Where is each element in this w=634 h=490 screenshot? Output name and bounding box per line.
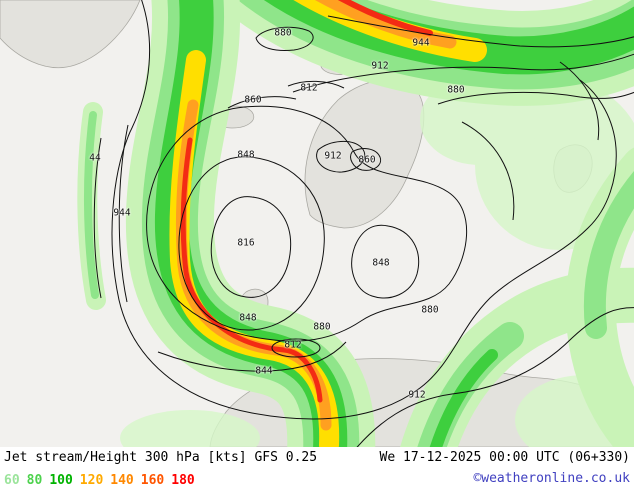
jet-stream-map: 880 944 912 880 860 812 848 912 860 944 44 816 848 84… [0,0,634,447]
legend-value: 160 [140,473,165,488]
copyright-link[interactable]: ©weatheronline.co.uk [473,471,630,486]
map-title: Jet stream/Height 300 hPa [kts] GFS 0.25 [4,450,318,465]
map-datetime: We 17-12-2025 00:00 UTC (06+330) [379,450,630,465]
legend: 60 80 100 120 140 160 180 [4,469,202,488]
jet-stream-shading [77,0,634,447]
legend-value: 120 [79,473,104,488]
legend-value: 60 [4,473,20,488]
contour-lines [93,0,634,447]
legend-value: 180 [171,473,195,488]
caption-row: Jet stream/Height 300 hPa [kts] GFS 0.25… [0,447,634,468]
footer: Jet stream/Height 300 hPa [kts] GFS 0.25… [0,447,634,490]
legend-value: 100 [49,473,73,488]
legend-row: 60 80 100 120 140 160 180 ©weatheronline.co.uk [0,468,634,489]
legend-value: 80 [26,473,43,488]
map-canvas [0,0,634,447]
legend-value: 140 [110,473,134,488]
